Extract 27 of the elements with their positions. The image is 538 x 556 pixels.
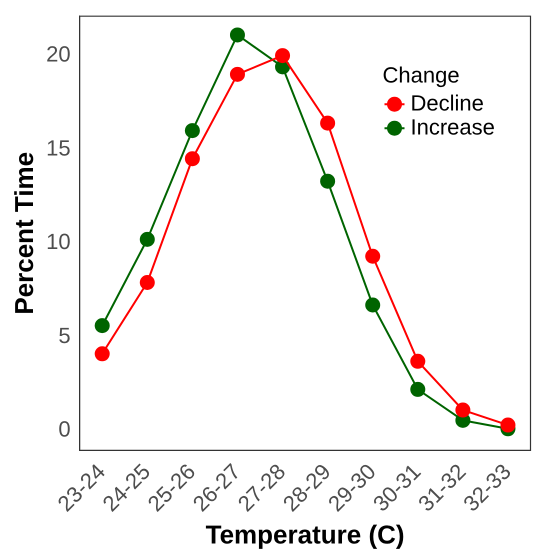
y-tick-label: 0 bbox=[58, 416, 71, 442]
point bbox=[140, 232, 155, 247]
point bbox=[500, 418, 516, 433]
legend-label: Decline bbox=[410, 90, 484, 116]
y-axis-title: Percent Time bbox=[8, 152, 39, 315]
point bbox=[365, 248, 380, 264]
point bbox=[94, 318, 110, 334]
x-axis-title: Temperature (C) bbox=[206, 520, 405, 550]
point bbox=[94, 346, 110, 362]
point bbox=[184, 151, 200, 166]
point bbox=[365, 298, 380, 313]
point bbox=[320, 174, 336, 189]
point bbox=[320, 116, 336, 131]
y-tick-label: 10 bbox=[46, 229, 71, 254]
point bbox=[410, 354, 426, 369]
y-tick-label: 5 bbox=[58, 322, 71, 348]
y-tick-label: 20 bbox=[46, 42, 71, 67]
legend-title: Change bbox=[382, 62, 460, 88]
point bbox=[140, 275, 155, 290]
point bbox=[230, 66, 245, 82]
point bbox=[230, 27, 245, 42]
point bbox=[455, 402, 470, 418]
y-tick-label: 15 bbox=[46, 135, 71, 160]
legend-label: Increase bbox=[410, 114, 495, 140]
point bbox=[410, 382, 426, 397]
point bbox=[184, 123, 200, 138]
point bbox=[275, 48, 290, 64]
